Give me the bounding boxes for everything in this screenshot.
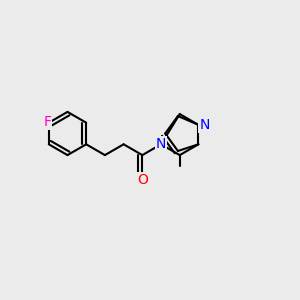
Text: F: F (43, 115, 51, 129)
Text: O: O (137, 173, 148, 187)
Text: N: N (199, 118, 210, 132)
Text: N: N (156, 137, 166, 151)
